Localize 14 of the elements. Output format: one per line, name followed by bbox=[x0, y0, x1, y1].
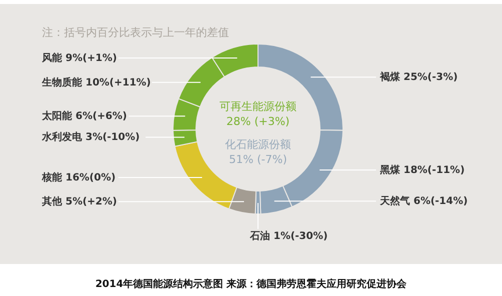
slice-label: 风能 9%(+1%) bbox=[41, 52, 117, 64]
text: 可再生能源份额 28% (+3%) bbox=[220, 100, 296, 128]
slice-label: 核能 16%(0%) bbox=[41, 171, 116, 184]
text: 注：括号内百分比表示与上一年的差值 bbox=[42, 26, 229, 39]
slice-label: 水利发电 3%(-10%) bbox=[41, 131, 140, 144]
slice-label: 生物质能 10%(+11%) bbox=[41, 76, 151, 88]
slice-label: 太阳能 6%(+6%) bbox=[41, 110, 127, 122]
slice-label: 黑煤 18%(-11%) bbox=[379, 164, 465, 176]
slice-label: 天然气 6%(-14%) bbox=[379, 195, 468, 208]
slice-label: 石油 1%(-30%) bbox=[249, 230, 328, 242]
slice-label: 褐煤 25%(-3%) bbox=[379, 71, 458, 84]
slice-label: 其他 5%(+2%) bbox=[41, 196, 117, 208]
text: 2014年德国能源结构示意图 来源：德国弗劳恩霍夫应用研究促进协会 bbox=[95, 278, 408, 290]
text: 化石能源份额 51% (-7%) bbox=[225, 138, 291, 166]
